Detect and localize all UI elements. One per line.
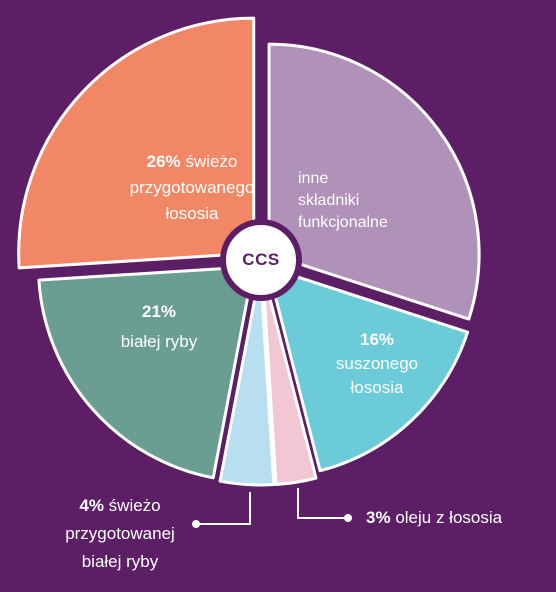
pct-value: 16% — [359, 330, 395, 349]
slice-label-fresh-white-fish: 4% świeżo przygotowanej białej ryby — [40, 494, 200, 574]
slice-label-other-ingredients: inne składniki funkcjonalne — [298, 168, 388, 234]
leader-dot-salmon-oil — [344, 514, 352, 522]
pct-value: 4% — [79, 496, 104, 515]
slice-white-fish — [37, 265, 255, 480]
label-line: suszonego — [335, 354, 419, 373]
slice-label-fresh-salmon: 26% świeżo przygotowanego łososia — [112, 150, 272, 226]
label-line: świeżo — [185, 152, 238, 171]
slice-fresh-salmon — [17, 16, 256, 270]
pct-value: 21% — [141, 302, 177, 321]
leader-lines — [192, 488, 352, 528]
leader-dot-fresh-white-fish — [192, 520, 200, 528]
slice-salmon-oil — [261, 268, 318, 486]
label-line: inne — [298, 170, 329, 187]
slice-dried-salmon — [266, 265, 470, 473]
label-line: łososia — [165, 204, 219, 223]
label-line: funkcjonalne — [298, 214, 388, 231]
label-line: przygotowanego — [129, 178, 255, 197]
slice-other-ingredients — [267, 42, 481, 321]
slice-fresh-white-fish — [218, 268, 276, 487]
label-line: białej ryby — [81, 552, 159, 571]
label-line: łososia — [350, 378, 404, 397]
leader-line-salmon-oil — [297, 488, 348, 519]
label-line: przygotowanej — [65, 524, 175, 543]
label-line: białej ryby — [120, 332, 198, 351]
slice-label-white-fish: 21% białej ryby — [94, 300, 224, 354]
leader-line-fresh-white-fish — [196, 492, 251, 525]
label-line: świeżo — [108, 496, 161, 515]
center-circle — [220, 219, 302, 301]
label-line: składniki — [298, 192, 360, 209]
label-line: oleju z łososia — [395, 508, 503, 527]
slice-label-dried-salmon: 16% suszonego łososia — [322, 328, 432, 400]
center-label: CCS — [242, 250, 280, 269]
pct-value: 26% — [146, 152, 181, 171]
pct-value: 3% — [366, 508, 391, 527]
slice-label-salmon-oil: 3% oleju z łososia — [366, 506, 502, 530]
pie-slices — [17, 16, 481, 487]
